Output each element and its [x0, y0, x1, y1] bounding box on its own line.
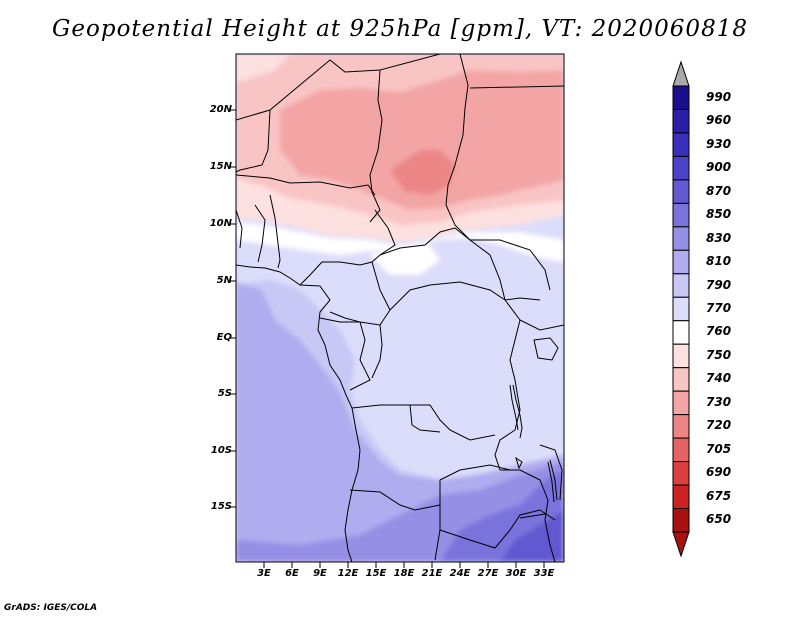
colorbar-box-900	[672, 155, 690, 181]
lon-label-6e: 6E	[285, 568, 299, 579]
colorbar-box-690	[672, 461, 690, 486]
lon-label-18e: 18E	[393, 568, 415, 579]
colorbar-box-730	[672, 390, 690, 416]
colorbar-label-760: 760	[706, 324, 732, 339]
height-field	[236, 54, 564, 562]
colorbar-box-850	[672, 202, 690, 228]
lon-label-33e: 33E	[533, 568, 555, 579]
lon-label-21e: 21E	[421, 568, 443, 579]
colorbar-top-arrow	[672, 60, 690, 87]
colorbar-label-930: 930	[706, 136, 732, 151]
footer-credit: GrADS: IGES/COLA	[4, 603, 98, 613]
lon-label-30e: 30E	[505, 568, 527, 579]
colorbar-label-870: 870	[706, 183, 732, 198]
colorbar-label-790: 790	[706, 277, 732, 292]
chart-title: Geopotential Height at 925hPa [gpm], VT:…	[52, 16, 748, 42]
lat-label-5s: 5S	[217, 388, 232, 399]
colorbar-box-830	[672, 226, 690, 251]
colorbar-box-810	[672, 249, 690, 275]
lat-label-10n: 10N	[209, 218, 232, 229]
colorbar-label-720: 720	[706, 418, 732, 433]
colorbar-label-990: 990	[706, 89, 732, 104]
colorbar-box-675	[672, 484, 690, 510]
colorbar-box-705	[672, 437, 690, 463]
country-borders	[236, 54, 564, 562]
lat-label-15n: 15N	[209, 161, 232, 172]
lon-label-27e: 27E	[477, 568, 499, 579]
colorbar-box-720	[672, 414, 690, 439]
axis-ticks	[230, 109, 545, 568]
lon-label-12e: 12E	[337, 568, 359, 579]
colorbar-box-750	[672, 343, 690, 369]
colorbar-label-705: 705	[706, 441, 732, 456]
colorbar-label-675: 675	[706, 488, 732, 503]
lon-label-15e: 15E	[365, 568, 387, 579]
colorbar-label-960: 960	[706, 113, 732, 128]
colorbar-label-850: 850	[706, 207, 732, 222]
colorbar-label-900: 900	[706, 160, 732, 175]
lat-label-eq: EQ	[216, 332, 232, 343]
colorbar-label-750: 750	[706, 347, 732, 362]
colorbar-bottom-arrow	[672, 531, 690, 558]
colorbar-label-740: 740	[706, 371, 732, 386]
colorbar-box-770	[672, 296, 690, 322]
lat-label-10s: 10S	[210, 445, 232, 456]
colorbar-box-650	[672, 508, 690, 533]
colorbar-label-690: 690	[706, 465, 732, 480]
lat-label-15s: 15S	[210, 501, 232, 512]
colorbar-box-960	[672, 108, 690, 134]
colorbar	[672, 60, 690, 558]
lon-label-9e: 9E	[313, 568, 327, 579]
lon-label-24e: 24E	[449, 568, 471, 579]
colorbar-box-740	[672, 367, 690, 392]
colorbar-box-870	[672, 179, 690, 204]
colorbar-label-810: 810	[706, 254, 732, 269]
colorbar-box-930	[672, 132, 690, 157]
colorbar-label-730: 730	[706, 394, 732, 409]
map-frame	[235, 53, 565, 563]
lon-label-3e: 3E	[257, 568, 271, 579]
colorbar-label-770: 770	[706, 301, 732, 315]
colorbar-box-790	[672, 273, 690, 298]
lat-label-20n: 20N	[209, 104, 232, 115]
colorbar-box-990	[672, 85, 690, 110]
colorbar-label-650: 650	[706, 512, 732, 527]
lat-label-5n: 5N	[216, 275, 232, 286]
colorbar-box-760	[672, 320, 690, 345]
colorbar-label-830: 830	[706, 230, 732, 245]
